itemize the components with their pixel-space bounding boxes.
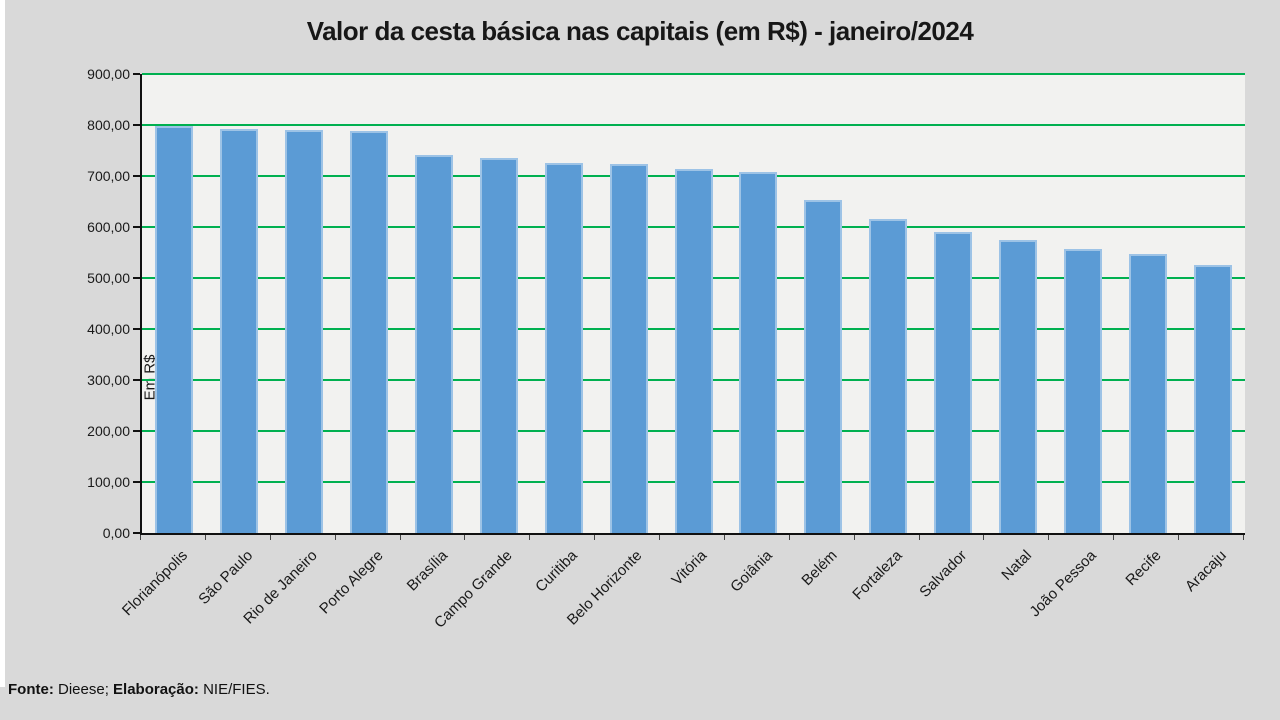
x-category-label-João Pessoa: João Pessoa	[1026, 547, 1100, 621]
x-tick-mark-11	[853, 535, 855, 540]
x-tick-mark-8	[659, 535, 661, 540]
x-category-label-Aracaju: Aracaju	[1181, 547, 1230, 595]
bar-Belém	[804, 200, 843, 533]
gridline-900	[142, 73, 1245, 75]
x-tick-mark-13	[983, 535, 985, 540]
y-tick-label-300,00: 300,00	[87, 372, 130, 388]
bar-Belo Horizonte	[609, 164, 648, 533]
bar-Brasília	[414, 154, 453, 533]
bar-Rio de Janeiro	[285, 129, 324, 533]
bar-Recife	[1128, 253, 1167, 533]
y-tick-mark-500	[133, 277, 140, 279]
x-tick-mark-9	[723, 535, 725, 540]
bar-Salvador	[934, 232, 973, 533]
y-tick-mark-300	[133, 379, 140, 381]
bar-Florianópolis	[155, 126, 194, 533]
x-category-label-Vitória: Vitória	[668, 547, 711, 589]
y-tick-label-600,00: 600,00	[87, 219, 130, 235]
x-tick-mark-3	[334, 535, 336, 540]
y-tick-label-700,00: 700,00	[87, 168, 130, 184]
x-category-label-Salvador: Salvador	[916, 547, 971, 601]
y-tick-mark-700	[133, 175, 140, 177]
y-tick-mark-200	[133, 430, 140, 432]
page-edge-sliver	[0, 0, 5, 687]
y-tick-mark-800	[133, 124, 140, 126]
elaboration-label: Elaboração:	[113, 681, 199, 698]
bar-Campo Grande	[479, 157, 518, 533]
x-tick-mark-0	[140, 535, 141, 540]
x-category-label-Goiânia: Goiânia	[726, 547, 776, 596]
x-tick-mark-10	[788, 535, 790, 540]
y-tick-mark-600	[133, 226, 140, 228]
gridline-800	[142, 124, 1245, 126]
x-tick-mark-16	[1178, 535, 1180, 540]
y-tick-label-900,00: 900,00	[87, 66, 130, 82]
bar-Curitiba	[544, 162, 583, 533]
x-tick-mark-15	[1113, 535, 1115, 540]
bar-Porto Alegre	[350, 130, 389, 533]
x-tick-mark-2	[269, 535, 271, 540]
y-tick-label-400,00: 400,00	[87, 321, 130, 337]
y-tick-mark-400	[133, 328, 140, 330]
bar-Goiânia	[739, 172, 778, 533]
y-tick-mark-900	[133, 73, 140, 75]
x-tick-mark-4	[399, 535, 401, 540]
x-tick-mark-7	[594, 535, 596, 540]
x-category-label-Florianópolis: Florianópolis	[119, 547, 192, 620]
x-tick-mark-17	[1243, 535, 1244, 540]
y-tick-label-200,00: 200,00	[87, 423, 130, 439]
y-tick-label-500,00: 500,00	[87, 270, 130, 286]
source-note: Fonte: Dieese; Elaboração: NIE/FIES.	[8, 681, 270, 698]
bar-João Pessoa	[1063, 248, 1102, 533]
x-tick-mark-1	[204, 535, 206, 540]
elaboration-value: NIE/FIES.	[198, 681, 270, 698]
x-category-label-Brasília: Brasília	[403, 547, 452, 595]
y-tick-label-100,00: 100,00	[87, 474, 130, 490]
x-category-label-Natal: Natal	[998, 547, 1035, 584]
y-tick-label-800,00: 800,00	[87, 117, 130, 133]
bar-Fortaleza	[869, 218, 908, 533]
bar-Aracaju	[1193, 264, 1232, 533]
x-category-label-São Paulo: São Paulo	[195, 547, 257, 608]
source-value: Dieese;	[53, 681, 114, 698]
source-label: Fonte:	[8, 681, 54, 698]
bar-São Paulo	[220, 128, 259, 533]
y-tick-label-0,00: 0,00	[102, 525, 130, 541]
y-tick-mark-0	[133, 532, 140, 534]
plot-area: Em R$	[140, 73, 1245, 535]
chart-title: Valor da cesta básica nas capitais (em R…	[306, 16, 974, 46]
x-tick-mark-5	[464, 535, 466, 540]
x-category-label-Fortaleza: Fortaleza	[848, 547, 906, 604]
x-tick-mark-6	[529, 535, 531, 540]
x-tick-mark-12	[918, 535, 920, 540]
y-tick-mark-100	[133, 481, 140, 483]
bar-Natal	[998, 240, 1037, 533]
bar-Vitória	[674, 168, 713, 533]
x-category-label-Curitiba: Curitiba	[532, 547, 581, 596]
x-tick-mark-14	[1048, 535, 1050, 540]
x-category-label-Recife: Recife	[1122, 547, 1165, 590]
x-category-label-Porto Alegre: Porto Alegre	[315, 547, 387, 618]
x-category-label-Belém: Belém	[798, 547, 841, 590]
